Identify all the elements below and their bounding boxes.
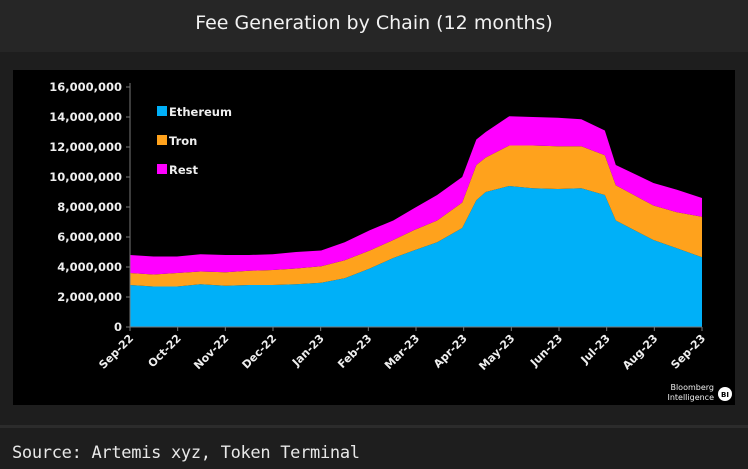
x-tick-label: Feb-23: [335, 332, 374, 371]
bi-logo-icon: BI: [721, 391, 729, 399]
legend-label-ethereum: Ethereum: [169, 105, 232, 119]
y-tick-label: 4,000,000: [57, 260, 122, 274]
y-tick-label: 14,000,000: [49, 110, 122, 124]
legend-swatch-tron: [157, 135, 167, 145]
y-tick-label: 10,000,000: [49, 170, 122, 184]
x-tick-label: Jul-23: [578, 332, 613, 367]
y-tick-label: 6,000,000: [57, 230, 122, 244]
area-tron: [130, 145, 702, 287]
area-ethereum: [130, 186, 702, 327]
legend-swatch-rest: [157, 164, 167, 174]
x-tick-label: Sep-22: [96, 332, 136, 372]
legend-label-rest: Rest: [169, 163, 198, 177]
x-tick-label: Jan-23: [289, 332, 327, 370]
x-tick-label: Nov-22: [191, 332, 231, 372]
x-tick-label: Aug-23: [620, 332, 660, 372]
x-tick-label: Jun-23: [527, 332, 565, 370]
chart-panel: Ethereum Tron Rest 0 2,000,000 4,000,000 6,000…: [13, 70, 735, 405]
bi-logo-icon: [718, 387, 732, 401]
x-tick-label: Sep-23: [668, 332, 708, 372]
chart-title: Fee Generation by Chain (12 months): [0, 0, 748, 52]
branding-logo: Intelligence: [667, 393, 714, 402]
x-tick-label: Oct-22: [146, 332, 184, 370]
legend-swatch-ethereum: [157, 106, 167, 116]
y-tick-label: 16,000,000: [49, 80, 122, 94]
y-tick-label: 2,000,000: [57, 290, 122, 304]
y-tick-label: 12,000,000: [49, 140, 122, 154]
stacked-area-chart: Ethereum Tron Rest 0 2,000,000 4,000,000 6,000…: [49, 80, 732, 402]
x-tick-label: Dec-22: [240, 332, 280, 372]
x-tick-label: Mar-23: [382, 332, 422, 372]
divider: [0, 425, 748, 428]
legend-label-tron: Tron: [169, 134, 197, 148]
area-rest: [130, 116, 702, 275]
source-note: Source: Artemis xyz, Token Terminal: [12, 443, 360, 463]
x-tick-label: May-23: [476, 332, 517, 373]
branding-logo: Bloomberg: [670, 383, 714, 392]
y-tick-label: 8,000,000: [57, 200, 122, 214]
x-tick-label: Apr-23: [431, 332, 470, 371]
y-tick-label: 0: [114, 320, 122, 334]
